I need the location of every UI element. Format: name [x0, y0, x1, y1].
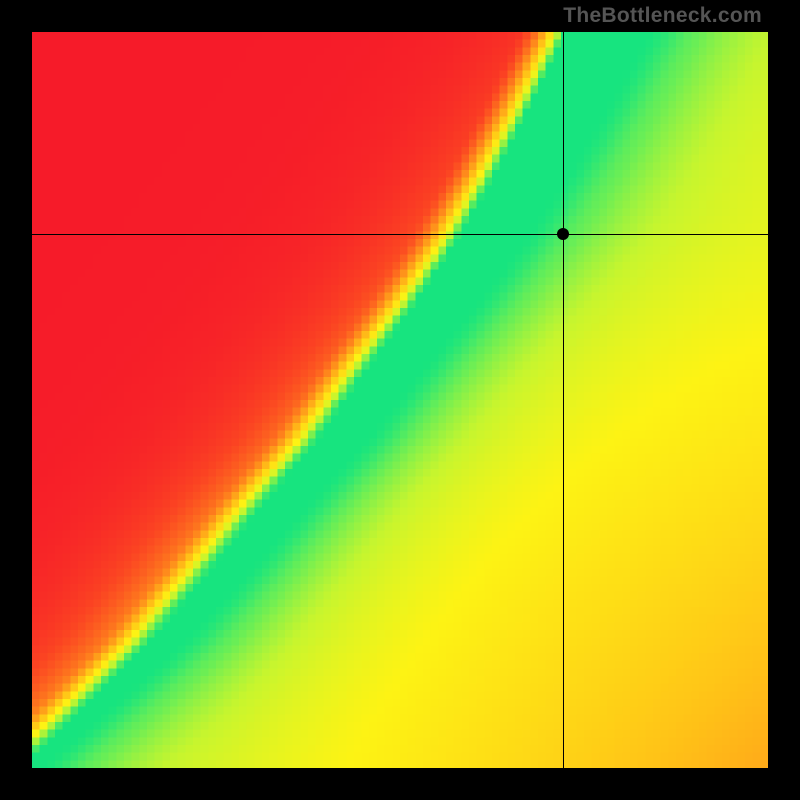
heatmap-canvas — [32, 32, 768, 768]
heatmap-plot-area — [32, 32, 768, 768]
crosshair-vertical — [563, 32, 565, 768]
watermark-text: TheBottleneck.com — [563, 4, 762, 28]
crosshair-marker-dot — [557, 228, 569, 240]
crosshair-horizontal — [32, 234, 768, 236]
